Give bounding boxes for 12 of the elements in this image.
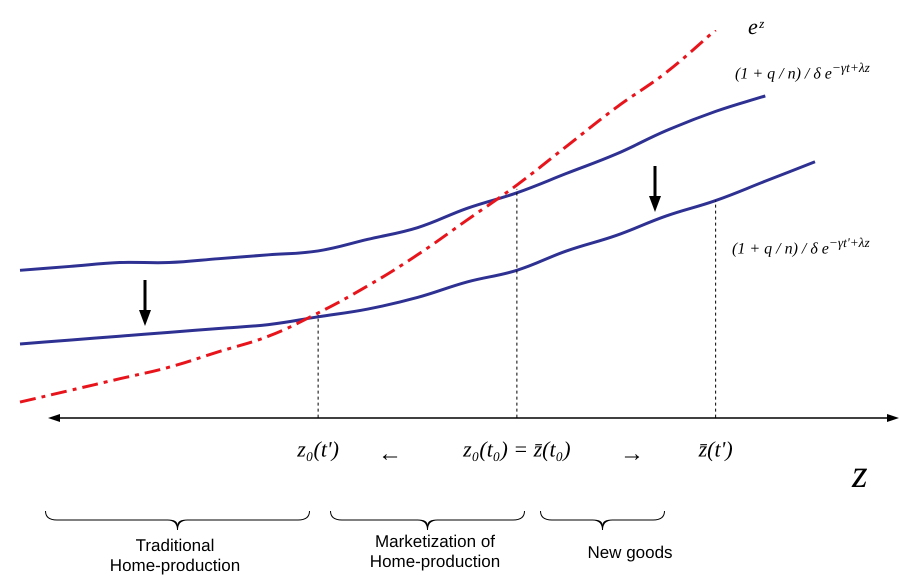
annotation: eᶻ <box>748 14 765 40</box>
text: ← <box>378 440 403 469</box>
text: Traditional Home-production <box>110 536 240 576</box>
x-axis-title: z <box>852 450 868 497</box>
x-tick-label: z₀(t₀) = z̄(t₀) <box>462 436 571 462</box>
x-tick-label: z₀(t') <box>296 436 339 462</box>
text: New goods <box>587 543 673 562</box>
text: Marketization of Home-production <box>370 532 500 572</box>
text: → <box>620 440 645 469</box>
x-tick-label: z̄(t') <box>698 436 733 462</box>
annotation: (1 + q / n) / δ e$^{−γt+λz}$ <box>735 60 871 84</box>
annotation: (1 + q / n) / δ e$^{−γt'+λz}$ <box>732 235 871 259</box>
